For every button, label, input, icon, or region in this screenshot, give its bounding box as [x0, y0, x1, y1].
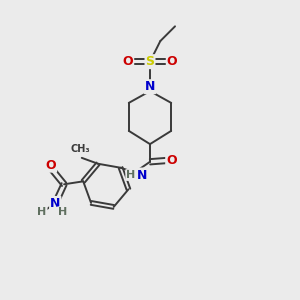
Text: N: N — [50, 197, 60, 210]
Text: O: O — [46, 159, 56, 172]
Text: N: N — [137, 169, 147, 182]
Text: S: S — [146, 55, 154, 68]
Text: H: H — [38, 207, 46, 217]
Text: O: O — [166, 154, 177, 167]
Text: H: H — [126, 170, 136, 180]
Text: CH₃: CH₃ — [70, 144, 90, 154]
Text: O: O — [123, 55, 133, 68]
Text: O: O — [167, 55, 177, 68]
Text: N: N — [145, 80, 155, 93]
Text: H: H — [58, 207, 67, 217]
